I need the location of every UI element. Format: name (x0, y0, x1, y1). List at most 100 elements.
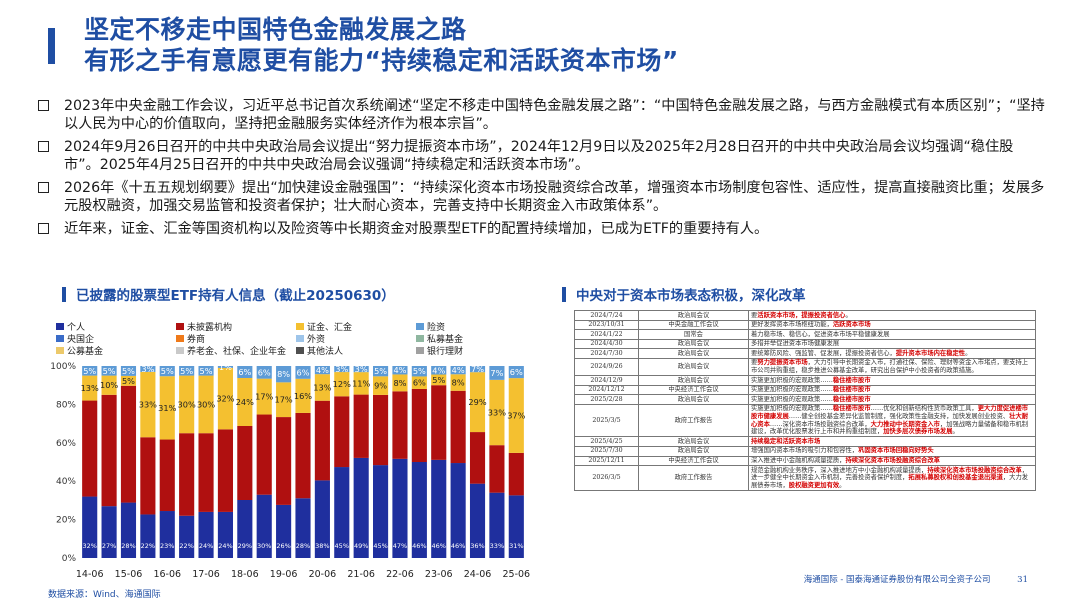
y-tick-label: 20% (56, 516, 76, 526)
bar-segment (508, 378, 524, 453)
x-tick-label: 25-06 (502, 569, 530, 580)
data-label: 11% (352, 378, 370, 388)
table-row: 2026/3/5 政府工作报告 规范金融机构业务秩序，深入推进地方中小金融机构减量提… (574, 465, 1036, 491)
legend-swatch (296, 347, 304, 354)
bar-segment (411, 376, 427, 389)
bar-segment (314, 480, 330, 558)
bar-segment (198, 375, 214, 434)
bar-segment (411, 462, 427, 558)
legend-label: 其他法人 (307, 345, 343, 357)
data-label: 6% (258, 367, 271, 377)
bar-segment (237, 426, 253, 500)
data-label: 4% (393, 365, 406, 375)
data-label: 49% (354, 542, 368, 550)
bar-segment (217, 511, 233, 558)
data-label: 24% (218, 542, 232, 550)
bar-segment (120, 366, 137, 376)
x-tick-label: 23-06 (425, 569, 453, 580)
bar-segment (256, 494, 272, 558)
legend-swatch (56, 347, 64, 354)
legend-label: 券商 (187, 333, 205, 345)
bar-segment (217, 366, 233, 368)
data-label: 8% (393, 378, 406, 388)
table-row: 2024/1/22 国常会 着力稳市场、稳信心，促进资本市场平稳健康发展 (574, 329, 1036, 340)
bar-segment (159, 366, 175, 377)
data-label: 24% (236, 397, 254, 407)
data-label: 28% (296, 542, 310, 550)
bar-segment (411, 388, 427, 462)
x-tick-label: 24-06 (464, 569, 492, 580)
table-cell-date: 2024/9/26 (574, 357, 639, 377)
table-row: 2025/7/30 政治局会议 增强国内资本市场的吸引力和包容性，巩固资本市场回稳向… (574, 445, 1036, 457)
data-label: 12% (333, 379, 351, 389)
x-tick-label: 18-06 (231, 569, 259, 580)
bar-segment (314, 374, 330, 401)
table-cell-content: 要努力提振资本市场，大力引导中长期资金入市，打通社保、保险、理财等资金入市堵点，… (748, 357, 1036, 377)
table-cell-content: 增强国内资本市场的吸引力和包容性，巩固资本市场回稳向好势头 (748, 445, 1036, 457)
bar-segment (256, 366, 272, 379)
legend-swatch (296, 323, 304, 330)
table-cell-org: 政府工作报告 (638, 465, 749, 491)
bar-segment (334, 396, 350, 468)
legend-swatch (56, 323, 64, 330)
legend-label: 未披露机构 (187, 321, 232, 333)
bar-segment (392, 458, 408, 558)
bar-segment (295, 498, 311, 558)
title-line-2: 有形之手有意愿更有能力“持续稳定和活跃资本市场” (84, 46, 679, 75)
right-section-title: 中央对于资本市场表态积极，深化改革 (562, 284, 806, 304)
table-row: 2024/12/12 中央经济工作会议 实施更加积极的宏观政策……稳住楼市股市 (574, 384, 1036, 396)
x-tick-label: 22-06 (386, 569, 414, 580)
table-cell-content: 深入推进中小金融机构减量提质，持续深化资本市场投融资综合改革 (748, 455, 1036, 467)
table-cell-org: 国常会 (638, 329, 749, 340)
bar-segment (198, 366, 214, 376)
bar-segment (431, 459, 447, 558)
bar-segment (392, 366, 408, 375)
table-cell-content: 要活跃资本市场，提振投资者信心。 (748, 310, 1036, 321)
bar-segment (373, 366, 389, 377)
data-label: 24% (199, 542, 213, 550)
bar-segment (334, 372, 350, 397)
policy-table: 2024/7/24 政治局会议 要活跃资本市场，提振投资者信心。 2023/10/31… (574, 310, 1036, 491)
bullet-list: 2023年中央金融工作会议，习近平总书记首次系统阐述“坚定不移走中国特色金融发展… (38, 97, 1048, 243)
bar-segment (373, 465, 389, 558)
data-label: 32% (82, 542, 96, 550)
table-cell-content: 实施更加积极的宏观政策……稳住楼市股市 (748, 394, 1036, 405)
bar-segment (295, 412, 311, 499)
checkbox-bullet-icon (38, 100, 49, 111)
table-cell-content: 着力稳市场、稳信心，促进资本市场平稳健康发展 (748, 329, 1036, 340)
table-cell-org: 中央经济工作会议 (638, 455, 749, 467)
x-tick-label: 16-06 (153, 569, 181, 580)
data-label: 8% (277, 369, 290, 379)
legend-swatch (416, 323, 424, 330)
bar-segment (450, 463, 466, 558)
data-label: 4% (432, 365, 445, 375)
data-label: 5% (103, 366, 116, 376)
bar-segment (469, 366, 486, 373)
data-label: 45% (335, 542, 349, 550)
legend-swatch (416, 347, 424, 354)
bar-segment (508, 366, 524, 379)
bar-segment (392, 391, 408, 459)
bar-segment (101, 375, 117, 395)
bar-segment (256, 414, 272, 495)
data-label: 5% (200, 366, 213, 376)
page-number: 31 (1017, 575, 1028, 585)
table-row: 2024/9/26 政治局会议 要努力提振资本市场，大力引导中长期资金入市，打通社保… (574, 357, 1036, 377)
table-cell-org: 政府工作报告 (638, 403, 749, 438)
legend-label: 央国企 (67, 333, 94, 345)
bar-segment (159, 376, 175, 440)
bar-segment (82, 400, 98, 497)
bar-segment (140, 366, 156, 372)
y-tick-label: 60% (56, 439, 76, 449)
data-label: 17% (255, 392, 273, 402)
bar-segment (276, 382, 292, 418)
bar-segment (237, 366, 253, 378)
data-label: 47% (393, 542, 407, 550)
table-cell-org: 政治局会议 (638, 375, 749, 386)
table-row: 2023/10/31 中央金融工作会议 更好发挥资本市场枢纽功能，活跃资本市场 (574, 319, 1036, 331)
data-label: 5% (432, 375, 445, 385)
data-label: 46% (412, 542, 426, 550)
bar-segment (334, 366, 350, 373)
data-label: 16% (294, 391, 312, 401)
y-tick-label: 40% (56, 477, 76, 487)
